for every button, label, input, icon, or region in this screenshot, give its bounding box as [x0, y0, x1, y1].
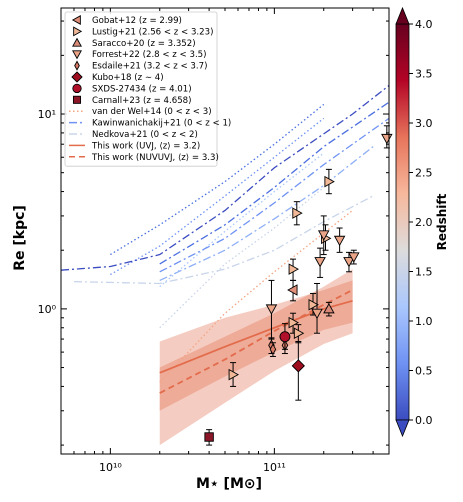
legend-label: Saracco+20 (z = 3.352): [92, 39, 196, 49]
relation-line: [73, 195, 374, 285]
data-point: [381, 133, 393, 145]
data-point: [308, 298, 319, 311]
x-tick-label: 10¹¹: [263, 461, 286, 474]
relation-line: [159, 186, 325, 329]
data-point: [228, 368, 239, 381]
legend-marker: [72, 95, 82, 104]
legend-label: Forrest+22 (2.8 < z < 3.5): [92, 50, 207, 60]
data-point: [317, 230, 330, 241]
data-point: [269, 343, 277, 356]
colorbar-tick-label: 0.0: [415, 414, 433, 427]
data-point: [324, 175, 335, 188]
colorbar: 0.0 0.5 1.0 1.5 2.0 2.5 3.0 3.5 4.0 Redshift: [395, 6, 449, 438]
data-point: [288, 263, 299, 275]
colorbar-tick-label: 0.5: [415, 365, 433, 378]
data-point: [288, 316, 299, 329]
legend-label: Kubo+18 (z ∼ 4): [92, 73, 164, 83]
relation-line: [159, 289, 354, 394]
relation-line: [159, 152, 325, 288]
data-point: [293, 327, 305, 339]
legend-label: This work (NUVUVJ, ⟨z⟩ = 3.3): [91, 153, 219, 163]
relation-line: [159, 209, 354, 383]
data-point: [287, 284, 298, 296]
colorbar-tick-label: 1.0: [415, 315, 433, 328]
data-point: [265, 304, 278, 315]
data-point: [204, 432, 214, 442]
colorbar-bar: [395, 23, 410, 421]
x-axis-title: M⋆ [M⊙]: [196, 476, 262, 492]
data-point: [311, 308, 323, 320]
relation-band: [159, 280, 353, 411]
legend-marker: [74, 60, 80, 71]
legend-label: Esdaile+21 (3.2 < z < 3.7): [92, 62, 207, 72]
data-point: [348, 252, 360, 263]
colorbar-tick-label: 4.0: [415, 18, 433, 31]
y-axis-title: Re [kpc]: [12, 205, 28, 271]
y-axis: 10⁰ 10¹: [38, 20, 389, 446]
relation-line: [159, 117, 389, 273]
legend-marker: [72, 83, 82, 94]
data-point: [314, 257, 326, 268]
legend-label: Gobat+12 (z = 2.99): [92, 16, 182, 26]
colorbar-bottom-extend: [395, 419, 410, 438]
colorbar-top-extend: [395, 6, 410, 25]
legend-box: [64, 11, 218, 167]
data-points: [204, 125, 393, 446]
colorbar-tick-label: 3.5: [415, 68, 433, 81]
relation-lines: [61, 85, 389, 394]
relation-line: [159, 146, 374, 281]
legend: Gobat+12 (z = 2.99)Lustig+21 (2.56 < z <…: [64, 11, 231, 167]
legend-marker: [72, 37, 82, 47]
colorbar-tick-label: 2.5: [415, 167, 433, 180]
colorbar-tick-label: 2.0: [415, 216, 433, 229]
colorbar-tick-label: 1.5: [415, 266, 433, 279]
colorbar-label: Redshift: [435, 193, 449, 250]
relation-band: [159, 269, 353, 446]
legend-label: Kawinwanichakij+21 (0 < z < 1): [92, 119, 231, 129]
relation-line: [159, 299, 353, 374]
legend-marker: [71, 15, 81, 25]
data-point: [279, 331, 291, 343]
legend-marker: [73, 26, 83, 37]
legend-label: Nedkova+21 (0 < z < 2): [92, 130, 198, 140]
data-point: [343, 257, 355, 268]
x-tick-label: 10¹⁰: [99, 461, 122, 474]
data-point: [292, 207, 303, 219]
y-tick-label: 10¹: [38, 108, 56, 121]
data-point: [333, 235, 346, 247]
legend-marker: [72, 50, 82, 60]
y-tick-label: 10⁰: [38, 303, 57, 316]
legend-label: This work (UVJ, ⟨z⟩ = 3.2): [91, 141, 200, 151]
legend-label: van der Wel+14 (0 < z < 3): [92, 107, 212, 117]
legend-label: SXDS-27434 (z = 4.01): [92, 84, 192, 94]
relation-line: [61, 85, 389, 271]
data-point: [323, 302, 335, 314]
legend-label: Carnall+23 (z = 4.658): [92, 96, 192, 106]
legend-marker: [71, 71, 83, 83]
legend-label: Lustig+21 (2.56 < z < 3.23): [92, 27, 213, 37]
colorbar-tick-label: 3.0: [415, 117, 433, 130]
relation-line: [159, 101, 389, 265]
x-axis: 10¹⁰ 10¹¹: [60, 8, 390, 474]
data-point: [291, 359, 305, 373]
relation-bands: [159, 269, 353, 446]
